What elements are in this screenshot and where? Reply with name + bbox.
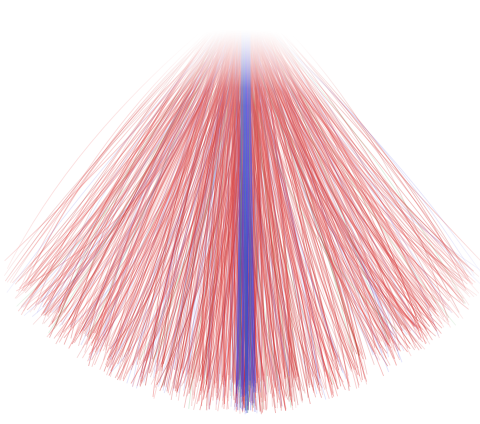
fan-line [242,0,243,396]
line-fan-image [0,0,480,424]
page: {} (() => { const data = JSON.parse(docu… [0,0,480,424]
